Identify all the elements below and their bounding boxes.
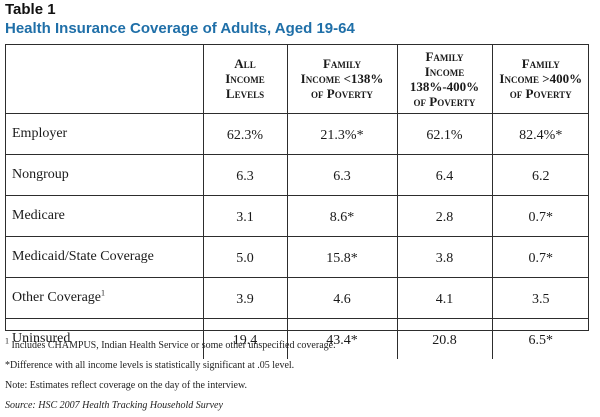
cell-value: 3.9	[202, 277, 287, 319]
table-label: Table 1	[5, 1, 56, 18]
table-row: Medicare 3.1 8.6* 2.8 0.7*	[5, 195, 589, 237]
cell-value: 82.4%*	[491, 113, 589, 155]
footnote-marker: 1	[5, 336, 9, 346]
row-label: Medicare	[5, 195, 203, 237]
cell-value: 62.1%	[396, 113, 492, 155]
table-title: Health Insurance Coverage of Adults, Age…	[5, 20, 355, 37]
header-line: All	[234, 56, 256, 71]
header-138-400: Family Income 138%-400% of Poverty	[396, 44, 492, 114]
cell-value: 5.0	[202, 236, 287, 278]
cell-value: 8.6*	[286, 195, 397, 237]
cell-value: 4.1	[396, 277, 492, 319]
header-line: of Poverty	[413, 93, 476, 109]
cell-value: 0.7*	[491, 195, 589, 237]
header-line: Family	[425, 48, 464, 64]
cell-value: 3.5	[491, 277, 589, 319]
row-label: Uninsured	[5, 318, 203, 359]
significance-note: *Difference with all income levels is st…	[5, 360, 295, 371]
cell-value: 6.2	[491, 154, 589, 196]
header-line: Income <138%	[300, 71, 384, 86]
footnote-marker: 1	[101, 288, 106, 298]
footnote-1: 1 Includes CHAMPUS, Indian Health Servic…	[5, 336, 336, 351]
cell-value: 4.6	[286, 277, 397, 319]
cell-value: 19.4	[202, 318, 287, 359]
header-over-400: Family Income >400% of Poverty	[491, 44, 589, 114]
row-label: Medicaid/State Coverage	[5, 236, 203, 278]
table-row: Medicaid/State Coverage 5.0 15.8* 3.8 0.…	[5, 236, 589, 278]
coverage-table: All Income Levels Family Income <138% of…	[5, 44, 589, 359]
cell-value: 15.8*	[286, 236, 397, 278]
cell-value: 6.3	[202, 154, 287, 196]
header-line: Income	[225, 71, 265, 86]
table-row: Uninsured 19.4 43.4* 20.8 6.5*	[5, 318, 589, 359]
source-note: Source: HSC 2007 Health Tracking Househo…	[5, 400, 223, 411]
row-label: Employer	[12, 126, 68, 141]
table-row: Other Coverage1 3.9 4.6 4.1 3.5	[5, 277, 589, 319]
header-corner	[5, 44, 203, 114]
row-label: Other Coverage1	[5, 277, 203, 319]
estimate-note: Note: Estimates reflect coverage on the …	[5, 380, 248, 391]
header-all-income: All Income Levels	[202, 44, 287, 114]
cell-value: 6.4	[396, 154, 492, 196]
header-line: Income	[424, 63, 465, 79]
cell-value: 3.8	[396, 236, 492, 278]
cell-value: 2.8	[396, 195, 492, 237]
cell-value: 21.3%*	[286, 113, 397, 155]
cell-value: 0.7*	[491, 236, 589, 278]
table-notes: 1 Includes CHAMPUS, Indian Health Servic…	[5, 336, 590, 412]
cell-value: 20.8	[396, 318, 492, 359]
cell-value: 3.1	[202, 195, 287, 237]
cell-value: 6.5*	[491, 318, 589, 359]
row-label: Nongroup	[5, 154, 203, 196]
header-line: 138%-400%	[409, 78, 480, 94]
table-row: Nongroup 6.3 6.3 6.4 6.2	[5, 154, 589, 196]
header-line: of Poverty	[311, 86, 373, 101]
cell-value: 6.3	[286, 154, 397, 196]
cell-value: 43.4*	[286, 318, 397, 359]
header-line: of Poverty	[509, 86, 572, 101]
cell-value: 62.3%	[202, 113, 287, 155]
header-line: Family	[521, 56, 560, 71]
header-line: Income >400%	[499, 71, 583, 86]
header-line: Levels	[225, 86, 265, 101]
header-row: All Income Levels Family Income <138% of…	[5, 44, 589, 114]
header-under-138: Family Income <138% of Poverty	[286, 44, 397, 114]
table-row: Employer 62.3% 21.3%* 62.1% 82.4%*	[5, 113, 589, 155]
header-line: Family	[322, 56, 362, 71]
